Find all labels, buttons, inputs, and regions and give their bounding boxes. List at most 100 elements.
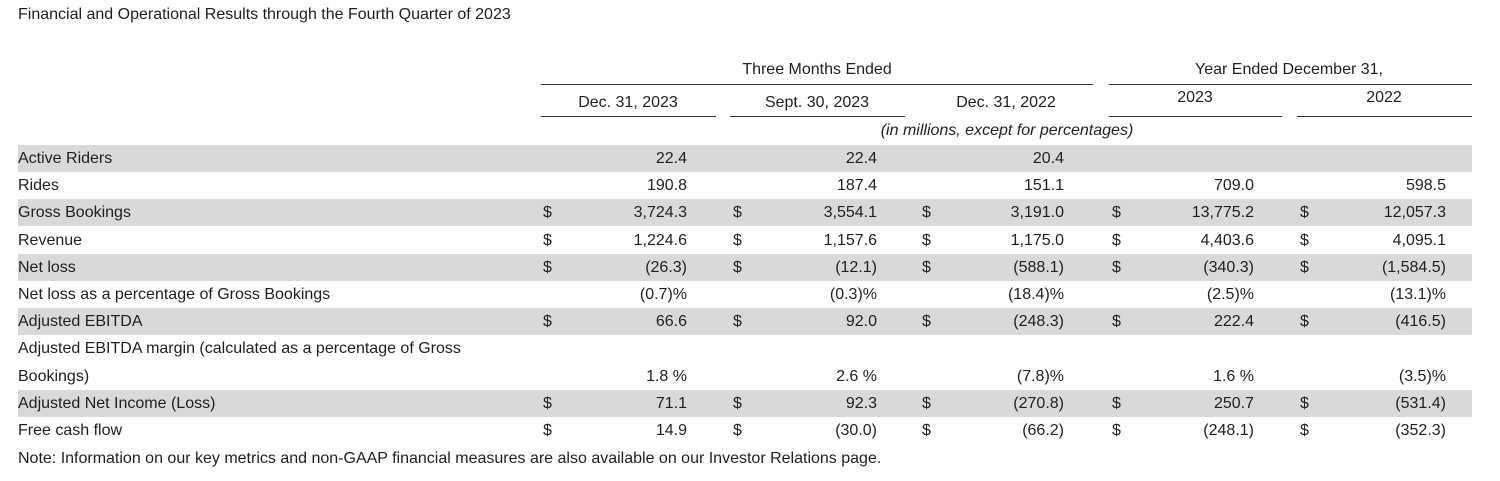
currency-symbol: $ [543,422,552,439]
currency-symbol: $ [1112,394,1121,412]
currency-symbol: $ [733,231,742,249]
table-cell-value: (416.5) [1395,313,1446,331]
column-rule-5 [1297,116,1472,117]
table-cell-value: (7.8)% [1016,367,1064,385]
units-note: (in millions, except for percentages) [880,122,1134,139]
table-cell-value: 1.6 % [1213,367,1254,385]
table-cell-value: (0.7)% [639,286,687,303]
table-cell-value: (66.2) [1022,422,1064,439]
currency-symbol: $ [1300,231,1309,249]
table-cell-value: 151.1 [1023,177,1064,195]
table-cell-value: (248.1) [1203,422,1254,439]
table-cell-value: 71.1 [655,394,687,412]
currency-symbol: $ [1112,258,1121,276]
table-cell-value: (1,584.5) [1381,258,1446,276]
row-label: Adjusted Net Income (Loss) [18,394,216,412]
currency-symbol: $ [1112,313,1121,331]
currency-symbol: $ [1300,422,1309,439]
table-cell-value: 12,057.3 [1383,204,1446,222]
table-cell-value: (588.1) [1013,258,1064,276]
table-cell-value: (12.1) [835,258,877,276]
column-header-dec-31-2023: Dec. 31, 2023 [578,94,678,111]
footnote: Note: Information on our key metrics and… [18,450,882,467]
table-cell-value: 1,224.6 [633,231,687,249]
currency-symbol: $ [1112,231,1121,249]
row-label: Bookings) [18,367,90,385]
table-cell-value: (270.8) [1013,394,1064,412]
currency-symbol: $ [543,313,552,331]
currency-symbol: $ [543,258,552,276]
column-header-sept-30-2023: Sept. 30, 2023 [764,94,870,111]
table-cell-value: 66.6 [655,313,687,331]
table-cell-value: (340.3) [1203,258,1254,276]
table-cell-value: (26.3) [645,258,687,276]
table-cell-value: (352.3) [1395,422,1446,439]
table-cell-value: 3,191.0 [1010,204,1064,222]
currency-symbol: $ [733,422,742,439]
row-label: Net loss as a percentage of Gross Bookin… [18,286,331,303]
table-cell-value: (2.5)% [1206,286,1254,303]
page-title: Financial and Operational Results throug… [18,6,511,23]
table-cell-value: 250.7 [1213,394,1254,412]
row-label: Free cash flow [18,422,123,439]
table-cell-value: (18.4)% [1007,286,1064,303]
column-rule-1 [541,116,716,117]
row-band [18,253,1472,281]
currency-symbol: $ [733,258,742,276]
table-cell-value: 2.6 % [836,367,877,385]
row-label: Gross Bookings [18,204,131,222]
currency-symbol: $ [543,231,552,249]
currency-symbol: $ [733,394,742,412]
currency-symbol: $ [922,204,931,222]
table-cell-value: 3,724.3 [633,204,687,222]
table-cell-value: (0.3)% [829,286,877,303]
table-cell-value: 4,403.6 [1200,231,1254,249]
header-three-months-ended: Three Months Ended [742,61,892,78]
currency-symbol: $ [543,394,552,412]
table-cell-value: 14.9 [655,422,687,439]
column-header-dec-31-2022: Dec. 31, 2022 [956,94,1056,111]
currency-symbol: $ [733,313,742,331]
table-cell-value: (3.5)% [1398,367,1446,385]
table-cell-value: 22.4 [655,150,687,167]
table-cell-value: 20.4 [1032,150,1064,167]
currency-symbol: $ [1112,204,1121,222]
column-rule-4 [1109,116,1282,117]
header-rule-three-months [541,84,1093,85]
currency-symbol: $ [922,394,931,412]
table-cell-value: 92.0 [845,313,877,331]
row-band [18,199,1472,227]
currency-symbol: $ [922,231,931,249]
table-cell-value: (248.3) [1013,313,1064,331]
currency-symbol: $ [733,204,742,222]
table-cell-value: 1,157.6 [823,231,877,249]
currency-symbol: $ [922,258,931,276]
currency-symbol: $ [1300,313,1309,331]
row-label: Adjusted EBITDA [18,313,143,331]
row-label: Net loss [18,258,76,276]
header-rule-year-ended [1109,84,1472,85]
row-band [18,308,1472,336]
table-cell-value: 4,095.1 [1392,231,1446,249]
header-year-ended: Year Ended December 31, [1195,61,1383,78]
column-header-2023: 2023 [1177,89,1213,106]
table-cell-value: 1.8 % [646,367,687,385]
currency-symbol: $ [543,204,552,222]
currency-symbol: $ [922,313,931,331]
row-label: Rides [18,177,59,195]
currency-symbol: $ [1300,204,1309,222]
row-band [18,389,1472,417]
currency-symbol: $ [1112,422,1121,439]
column-header-2022: 2022 [1366,89,1402,106]
currency-symbol: $ [1300,394,1309,412]
row-label: Active Riders [18,150,113,167]
table-cell-value: (13.1)% [1389,286,1446,303]
table-cell-value: 222.4 [1213,313,1254,331]
currency-symbol: $ [922,422,931,439]
row-band [18,145,1472,172]
row-label: Revenue [18,231,83,249]
table-cell-value: (30.0) [835,422,877,439]
table-cell-value: 598.5 [1405,177,1446,195]
table-cell-value: 190.8 [646,177,687,195]
table-cell-value: 92.3 [845,394,877,412]
